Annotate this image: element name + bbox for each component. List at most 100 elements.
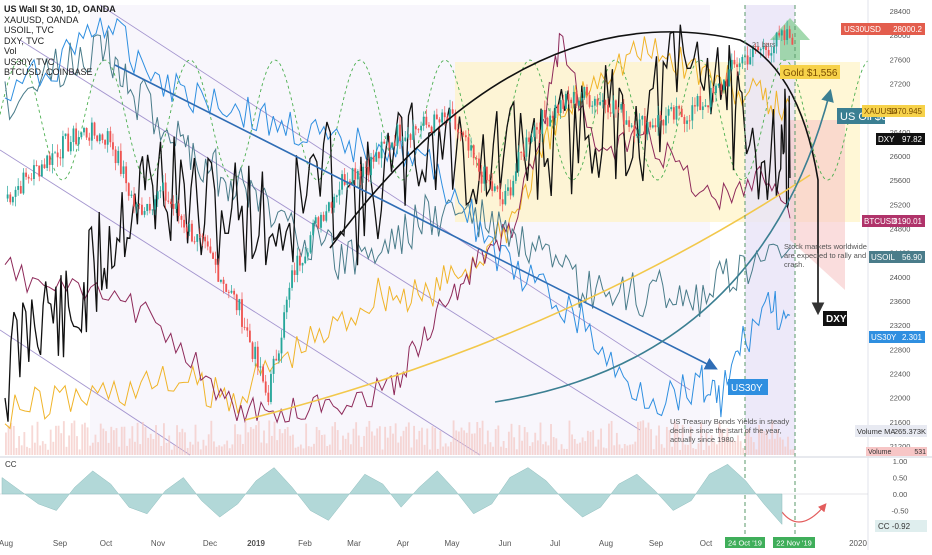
annotation-gold: Gold $1,556 [780,65,840,79]
candle-body [704,105,707,107]
candle-body [733,59,736,65]
volume-bar [510,423,513,455]
legend-item[interactable]: US30Y, TVC [4,56,55,67]
x-tick-label: Sep [53,539,68,548]
candle-body [401,140,404,142]
volume-bar [326,446,329,455]
legend-item[interactable]: BTCUSD, COINBASE [4,67,93,77]
volume-bar [484,444,487,455]
legend-item[interactable]: DXY, TVC [4,35,45,46]
volume-bar [481,420,484,455]
volume-bar [147,437,150,455]
candle-body [383,141,386,144]
volume-bar [494,429,497,455]
volume-bar [373,435,376,455]
volume-bar [236,434,239,455]
candle-body [570,99,573,104]
volume-bar [621,448,624,455]
volume-bar [297,446,300,455]
candle-body [378,152,380,159]
candle-body [338,189,341,196]
cc-pane-title: CC [5,460,17,469]
volume-bar [744,429,747,455]
candle-body [659,115,662,121]
volume-bar [539,422,542,455]
volume-bar [260,442,263,455]
candle-body [654,125,657,128]
candle-body [628,120,631,127]
candle-body [449,109,451,122]
candle-body [88,137,91,141]
candle-body [638,119,641,134]
volume-bar [586,430,589,455]
volume-bar [202,439,205,455]
candle-body [22,172,25,194]
legend-item[interactable]: XAUUSD, OANDA [4,14,79,25]
candle-body [117,150,120,164]
candle-body [741,56,744,64]
volume-bar [729,440,732,455]
candle-body [451,109,454,114]
candle-body [575,91,578,106]
candle-body [164,182,167,201]
candle-body [230,290,233,293]
candle-body [430,126,433,133]
x-tick-label: Nov [151,539,165,548]
candle-body [75,128,78,145]
volume-bar [789,449,792,455]
candle-body [301,263,304,266]
legend-item[interactable]: USOIL, TVC [4,25,54,35]
volume-bar [349,444,352,455]
volume-bar [318,430,321,455]
candle-body [493,186,496,191]
candle-body [175,203,178,209]
candle-body [40,164,43,177]
price-axis[interactable]: 21200 21600 22000 22400 22800 23200 23600 24000… [890,7,911,451]
volume-bar [223,444,226,455]
svg-text:US30USD: US30USD [844,25,881,34]
volume-bar [165,442,168,455]
volume-bar [33,442,36,455]
volume-bar [386,437,389,455]
volume-bar [518,425,521,455]
volume-bar [750,436,753,455]
candle-body [351,168,354,184]
volume-bar [418,430,421,455]
candle-body [256,346,259,368]
volume-bar [742,448,745,455]
candle-body [438,119,441,123]
candle-body [362,166,365,177]
candle-body [512,180,515,196]
volume-bar [123,426,126,455]
volume-bar [218,445,221,455]
svg-text:24 Oct '19: 24 Oct '19 [728,539,762,548]
candle-body [620,104,623,110]
candle-body [183,219,185,228]
candle-body [443,112,446,118]
volume-bar [255,425,258,455]
volume-bar [473,433,476,455]
tag-xauusd: XAUUSD 1470.945 [862,105,925,117]
candle-body [80,132,83,138]
volume-bar [321,435,323,455]
legend-item[interactable]: Vol [4,46,17,56]
volume-bars [5,420,795,455]
y-tick-label: 23200 [890,321,911,330]
x-tick-label: Aug [0,539,13,548]
volume-bar [428,449,431,455]
candle-body [414,126,417,130]
volume-bar [771,421,774,455]
volume-bar [555,438,558,455]
volume-bar [434,427,437,455]
legend-item[interactable]: US Wall St 30, 1D, OANDA [4,4,116,14]
cc-axis[interactable]: 1.00 0.50 0.00 -0.50 [891,457,908,516]
candle-body [730,59,733,70]
svg-text:CC -0.92: CC -0.92 [878,522,911,531]
candle-body [325,211,328,221]
y-tick-label: 23600 [890,297,911,306]
volume-bar [468,422,471,455]
volume-bar [7,425,10,455]
time-axis[interactable]: Aug Sep Oct Nov Dec 2019 Feb Mar Apr May Jun Jul Aug… [0,539,867,548]
candle-body [172,203,175,209]
